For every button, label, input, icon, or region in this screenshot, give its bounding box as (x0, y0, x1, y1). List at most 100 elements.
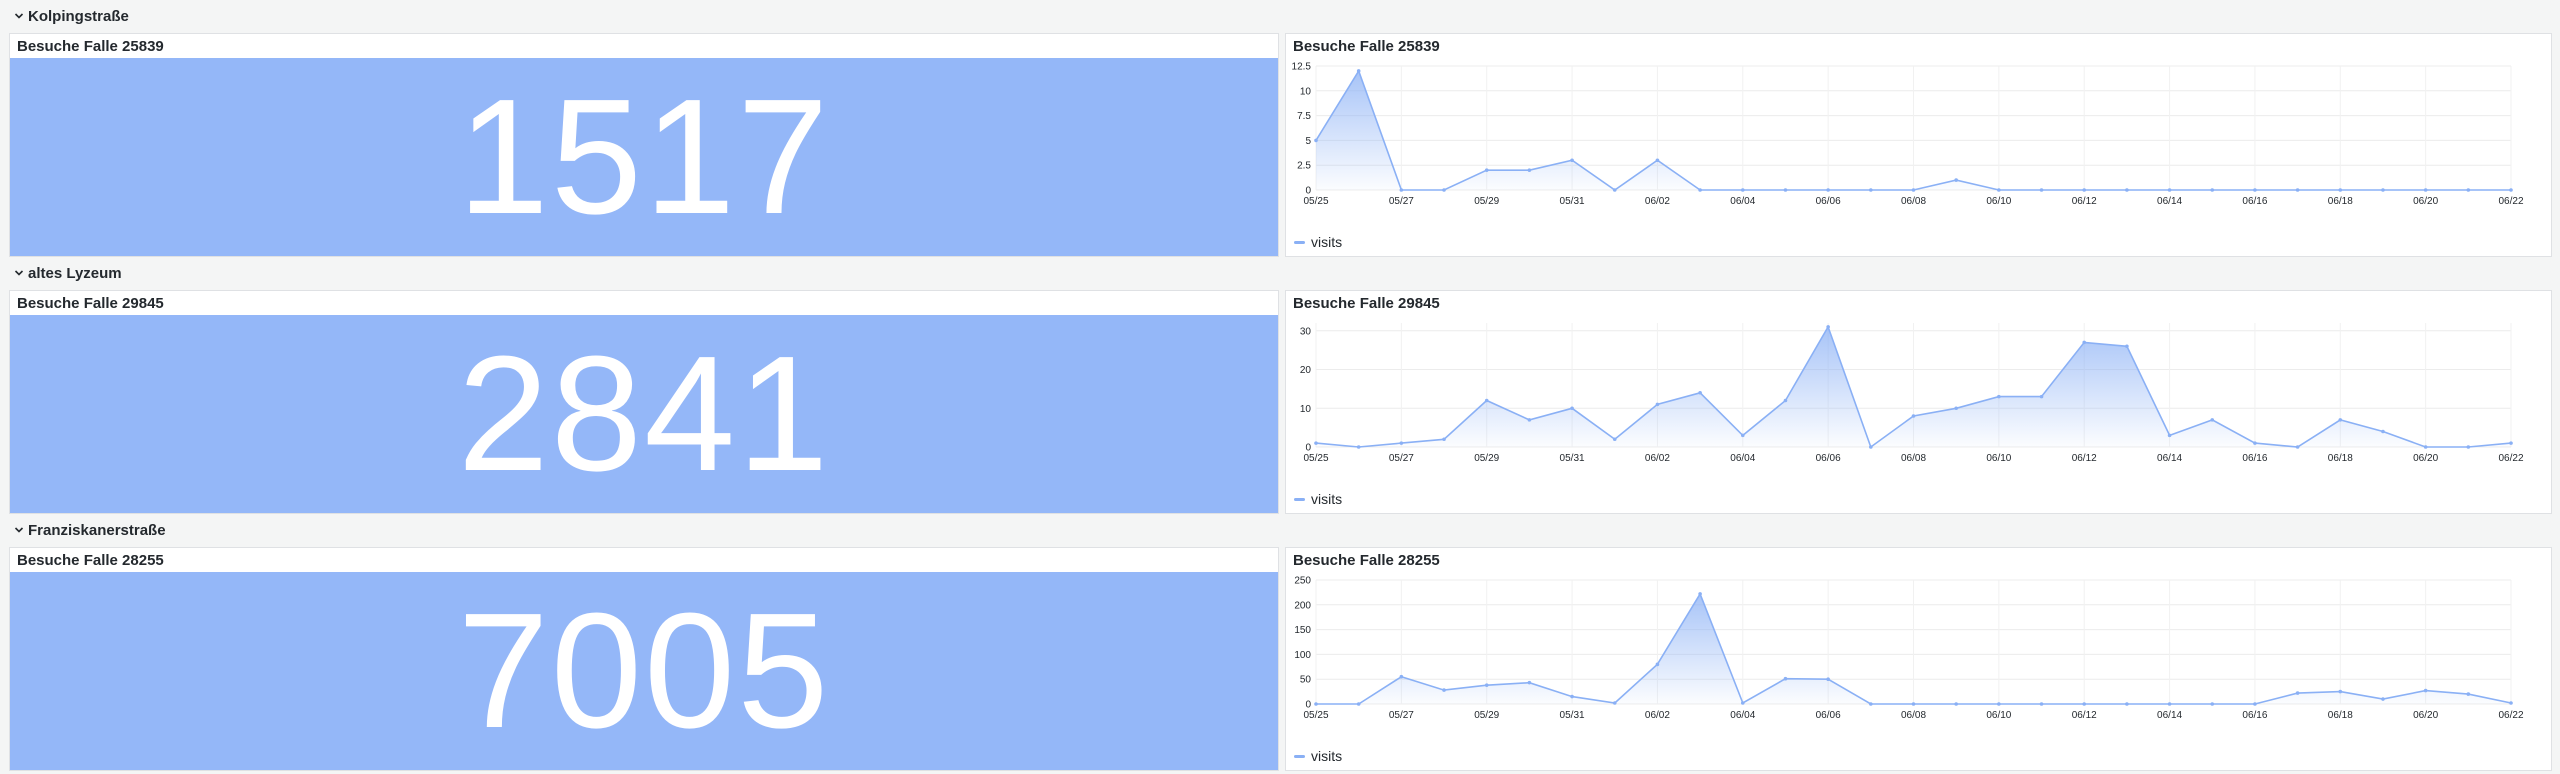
x-tick-label: 06/18 (2328, 453, 2353, 464)
data-point (1570, 406, 1574, 411)
data-point (2338, 418, 2343, 422)
data-point (2082, 188, 2087, 192)
data-point (1954, 178, 1958, 182)
stat-panel-altes-lyzeum: Besuche Falle 29845 2841 (9, 290, 1279, 514)
x-tick-label: 06/22 (2498, 710, 2523, 721)
data-point (1783, 188, 1788, 192)
data-point (1527, 680, 1532, 685)
data-point (1911, 702, 1916, 706)
x-tick-label: 06/18 (2328, 710, 2353, 721)
stat-box: 2841 (10, 315, 1278, 513)
data-point (2210, 418, 2215, 422)
data-point (2039, 702, 2044, 706)
x-tick-label: 05/31 (1560, 196, 1585, 207)
x-tick-label: 05/25 (1303, 196, 1328, 207)
data-point (1570, 158, 1574, 163)
y-tick-label: 50 (1300, 675, 1312, 686)
chart-panel-altes-lyzeum: Besuche Falle 29845 0 10 20 30 05/25 05/27 05/… (1285, 290, 2552, 514)
x-tick-label: 05/25 (1303, 453, 1328, 464)
panel-title[interactable]: Besuche Falle 29845 (17, 295, 164, 312)
data-point (1698, 188, 1702, 192)
data-point (1997, 394, 2001, 399)
data-point (2253, 441, 2257, 445)
data-point (1740, 188, 1745, 192)
row-header-franziskanerstrasse[interactable]: Franziskanerstraße (14, 516, 166, 544)
panel-title[interactable]: Besuche Falle 29845 (1293, 295, 1440, 312)
y-tick-label: 12.5 (1292, 62, 1312, 73)
panel-title[interactable]: Besuche Falle 25839 (1293, 38, 1440, 55)
data-point (2253, 188, 2257, 192)
legend[interactable]: visits (1294, 491, 1342, 507)
data-point (1954, 702, 1958, 706)
chevron-down-icon (14, 13, 24, 19)
stat-box: 7005 (10, 572, 1278, 770)
timeseries-chart[interactable]: 0 2.5 5 7.5 10 12.5 05/25 05/27 05/29 05/31 06/02 0… (1286, 34, 2553, 258)
y-tick-label: 0 (1305, 700, 1311, 711)
data-point (2423, 188, 2428, 192)
data-point (1612, 701, 1617, 705)
data-point (1612, 437, 1617, 442)
row-title: Franziskanerstraße (28, 521, 166, 539)
chart-panel-kolpingstrasse: Besuche Falle 25839 0 2.5 5 7.5 10 12.5 05/25 0… (1285, 33, 2552, 257)
data-point (1484, 683, 1489, 687)
x-tick-label: 06/12 (2072, 710, 2097, 721)
data-point (2509, 701, 2513, 705)
x-tick-label: 06/20 (2413, 196, 2438, 207)
data-point (2338, 689, 2343, 694)
data-point (2423, 688, 2428, 693)
x-tick-label: 06/18 (2328, 196, 2353, 207)
data-point (2295, 691, 2300, 695)
timeseries-chart[interactable]: 0 50 100 150 200 250 05/25 05/27 05/29 05/31 06/02… (1286, 548, 2553, 772)
y-tick-label: 2.5 (1297, 161, 1311, 172)
legend[interactable]: visits (1294, 748, 1342, 764)
y-tick-label: 200 (1294, 600, 1311, 611)
x-tick-label: 06/06 (1816, 453, 1841, 464)
data-point (1570, 694, 1574, 699)
data-point (2039, 188, 2044, 192)
data-point (2210, 188, 2215, 192)
stat-value: 1517 (457, 65, 831, 248)
chart-panel-franziskanerstrasse: Besuche Falle 28255 0 50 100 150 200 250 05/25… (1285, 547, 2552, 771)
row-header-altes-lyzeum[interactable]: altes Lyzeum (14, 259, 122, 287)
data-point (1399, 674, 1404, 679)
row-header-kolpingstrasse[interactable]: Kolpingstraße (14, 2, 129, 30)
legend[interactable]: visits (1294, 234, 1342, 250)
timeseries-chart[interactable]: 0 10 20 30 05/25 05/27 05/29 05/31 06/02 06/04 06/… (1286, 291, 2553, 515)
y-tick-label: 10 (1300, 404, 1312, 415)
y-tick-label: 20 (1300, 365, 1312, 376)
data-point (1911, 414, 1916, 418)
stat-value: 7005 (457, 579, 831, 762)
data-point (1442, 188, 1446, 192)
legend-swatch (1294, 240, 1305, 244)
y-tick-label: 7.5 (1297, 111, 1311, 122)
data-point (2381, 188, 2385, 192)
x-tick-label: 06/10 (1986, 196, 2011, 207)
x-tick-label: 06/02 (1645, 196, 1670, 207)
data-point (1826, 677, 1830, 681)
data-point (2167, 433, 2172, 438)
data-point (1954, 406, 1958, 411)
legend-label: visits (1311, 491, 1343, 507)
stat-value: 2841 (457, 322, 831, 505)
data-point (2039, 394, 2044, 399)
data-point (1698, 592, 1702, 596)
data-point (2295, 188, 2300, 192)
x-tick-label: 06/22 (2498, 196, 2523, 207)
y-tick-label: 150 (1294, 625, 1311, 636)
x-tick-label: 06/08 (1901, 453, 1926, 464)
data-point (1826, 188, 1830, 192)
panel-title[interactable]: Besuche Falle 28255 (1293, 552, 1440, 569)
x-tick-label: 06/04 (1730, 710, 1755, 721)
x-tick-label: 06/14 (2157, 453, 2182, 464)
x-tick-label: 06/12 (2072, 196, 2097, 207)
data-point (2125, 702, 2129, 706)
y-tick-label: 250 (1294, 576, 1311, 587)
x-tick-label: 06/08 (1901, 196, 1926, 207)
x-tick-label: 06/20 (2413, 453, 2438, 464)
data-point (2381, 429, 2385, 434)
chevron-down-icon (14, 270, 24, 276)
data-point (2466, 445, 2471, 449)
panel-title[interactable]: Besuche Falle 25839 (17, 38, 164, 55)
y-tick-label: 0 (1305, 443, 1311, 454)
panel-title[interactable]: Besuche Falle 28255 (17, 552, 164, 569)
